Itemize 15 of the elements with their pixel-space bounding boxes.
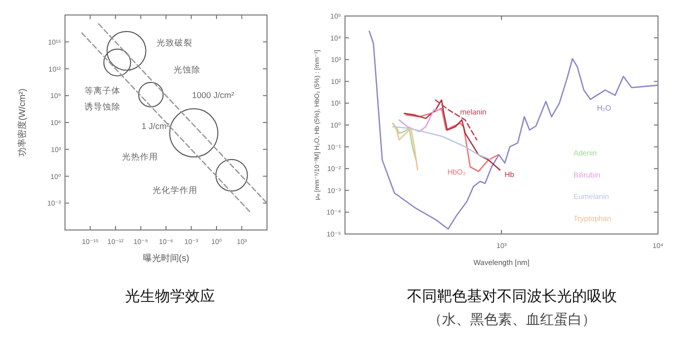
annotation: 1000 J/cm² [192, 90, 234, 100]
annotation: 1 J/cm² [142, 121, 170, 132]
line-series [392, 122, 417, 161]
line-series [392, 122, 418, 171]
x-axis-title: 曝光时间(s) [142, 253, 190, 263]
annotation: 等离子体 [84, 85, 120, 96]
y-axis-title: 功率密度(W/cm²) [17, 88, 27, 156]
text: 不同靶色基对不同波长光的吸收 [407, 288, 617, 305]
annotation: 诱导蚀除 [84, 101, 120, 112]
annotation: 光蚀除 [173, 64, 200, 75]
annotation: 光热作用 [122, 151, 158, 162]
annotation: 光化学作用 [152, 184, 198, 195]
annotation: 光致破裂 [156, 38, 192, 48]
text: （水、黑色素、血红蛋白） [428, 311, 596, 327]
text: 光生物学效应 [125, 288, 215, 305]
